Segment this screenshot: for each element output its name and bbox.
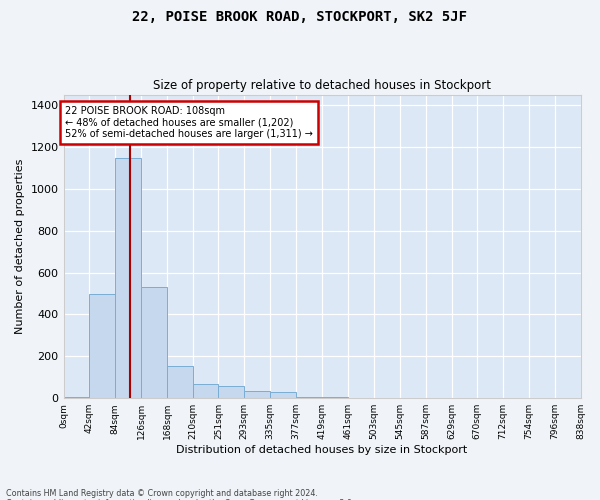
Bar: [218, 386, 244, 398]
Bar: [115, 158, 141, 398]
X-axis label: Distribution of detached houses by size in Stockport: Distribution of detached houses by size …: [176, 445, 467, 455]
Bar: [141, 287, 167, 398]
Text: 22, POISE BROOK ROAD, STOCKPORT, SK2 5JF: 22, POISE BROOK ROAD, STOCKPORT, SK2 5JF: [133, 10, 467, 24]
Bar: [167, 366, 193, 398]
Text: Contains HM Land Registry data © Crown copyright and database right 2024.: Contains HM Land Registry data © Crown c…: [6, 488, 318, 498]
Text: Contains public sector information licensed under the Open Government Licence v3: Contains public sector information licen…: [6, 498, 355, 500]
Text: 22 POISE BROOK ROAD: 108sqm
← 48% of detached houses are smaller (1,202)
52% of : 22 POISE BROOK ROAD: 108sqm ← 48% of det…: [65, 106, 313, 140]
Bar: [296, 396, 322, 398]
Bar: [270, 392, 296, 398]
Bar: [193, 384, 218, 398]
Title: Size of property relative to detached houses in Stockport: Size of property relative to detached ho…: [153, 79, 491, 92]
Bar: [244, 391, 270, 398]
Bar: [89, 294, 115, 398]
Y-axis label: Number of detached properties: Number of detached properties: [15, 158, 25, 334]
